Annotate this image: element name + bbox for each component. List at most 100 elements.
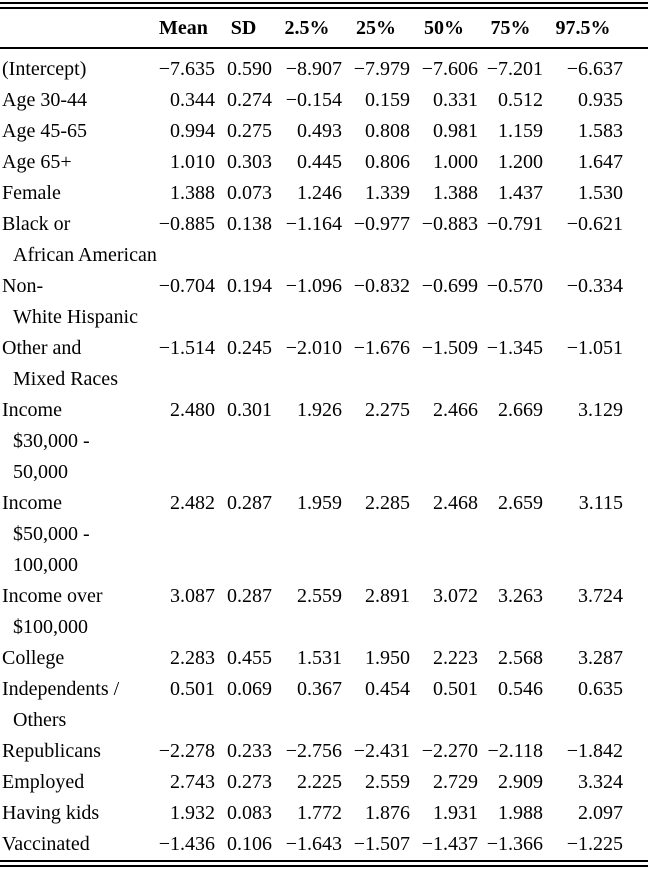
cell-50: −0.883 (421, 213, 478, 235)
cell-50: 2.729 (433, 771, 478, 793)
header-75: 75% (490, 17, 531, 39)
cell-25: −1.676 (353, 337, 410, 359)
cell-mean: −0.885 (158, 213, 215, 235)
cell-sd: 0.069 (227, 678, 272, 700)
cell-mean: −0.704 (158, 275, 215, 297)
row-label-line: $50,000 - (13, 523, 90, 545)
cell-97-5: 3.287 (578, 647, 623, 669)
table-body: (Intercept) −7.635 0.590 −8.907 −7.979 −7.606… (0, 48, 648, 864)
row-label: Income $50,000 - 100,000 (0, 488, 152, 581)
cell-2-5: 2.225 (297, 771, 342, 793)
row-label-line: Mixed Races (13, 368, 118, 390)
table-row: College 2.283 0.455 1.531 1.950 2.223 2.568 3.2… (0, 643, 648, 674)
cell-75: 1.437 (498, 182, 543, 204)
table-row: (Intercept) −7.635 0.590 −8.907 −7.979 −7.606… (0, 48, 648, 85)
cell-50: 2.466 (433, 399, 478, 421)
row-label: Age 45-65 (0, 116, 152, 147)
row-label-line: $100,000 (13, 616, 88, 638)
cell-mean: 1.010 (170, 151, 215, 173)
row-label-line: (Intercept) (2, 58, 87, 80)
table-row: Republicans −2.278 0.233 −2.756 −2.431 −2.270… (0, 736, 648, 767)
cell-75: −1.366 (486, 833, 543, 855)
row-label-line: Having kids (2, 802, 100, 824)
cell-75: 1.200 (498, 151, 543, 173)
cell-mean: −7.635 (158, 58, 215, 80)
header-sd: SD (230, 17, 257, 39)
cell-2-5: −1.164 (285, 213, 342, 235)
cell-97-5: 0.935 (578, 89, 623, 111)
row-label-line: Employed (2, 771, 85, 793)
table-row: Income $30,000 - 50,000 2.480 0.301 1.926 2.27… (0, 395, 648, 488)
cell-sd: 0.138 (227, 213, 272, 235)
row-label: Having kids (0, 798, 152, 829)
table-row: Female 1.388 0.073 1.246 1.339 1.388 1.437 1.53… (0, 178, 648, 209)
row-label-line: Republicans (2, 740, 101, 762)
cell-50: 0.501 (433, 678, 478, 700)
cell-2-5: 1.926 (297, 399, 342, 421)
table-row: Income over $100,000 3.087 0.287 2.559 2.891 3… (0, 581, 648, 643)
row-label-line: Age 30-44 (2, 89, 87, 111)
table-row: Age 45-65 0.994 0.275 0.493 0.808 0.981 1.159 1… (0, 116, 648, 147)
cell-50: −1.437 (421, 833, 478, 855)
cell-75: 2.669 (498, 399, 543, 421)
cell-50: 1.000 (433, 151, 478, 173)
table-row: Age 30-44 0.344 0.274 −0.154 0.159 0.331 0.512… (0, 85, 648, 116)
cell-sd: 0.194 (227, 275, 272, 297)
table-row: Other and Mixed Races −1.514 0.245 −2.010 −1.… (0, 333, 648, 395)
cell-sd: 0.275 (227, 120, 272, 142)
cell-2-5: 0.493 (297, 120, 342, 142)
cell-2-5: −2.756 (285, 740, 342, 762)
row-label-line: Independents / (2, 678, 120, 700)
row-label: Black or African American (0, 209, 157, 271)
cell-mean: 0.994 (170, 120, 215, 142)
cell-25: −0.832 (353, 275, 410, 297)
cell-97-5: 1.530 (578, 182, 623, 204)
cell-75: 2.909 (498, 771, 543, 793)
table-row: Age 65+ 1.010 0.303 0.445 0.806 1.000 1.200 1.6… (0, 147, 648, 178)
cell-sd: 0.287 (227, 585, 272, 607)
cell-2-5: 2.559 (297, 585, 342, 607)
cell-97-5: 3.129 (578, 399, 623, 421)
table-row: Independents / Others 0.501 0.069 0.367 0.454… (0, 674, 648, 736)
cell-50: 2.468 (433, 492, 478, 514)
cell-50: −7.606 (421, 58, 478, 80)
cell-97-5: −0.334 (566, 275, 623, 297)
cell-mean: 2.743 (170, 771, 215, 793)
row-label-line: Income (2, 399, 62, 421)
cell-75: 2.568 (498, 647, 543, 669)
cell-75: −2.118 (487, 740, 543, 762)
table-row: Having kids 1.932 0.083 1.772 1.876 1.931 1.98… (0, 798, 648, 829)
cell-mean: 2.283 (170, 647, 215, 669)
cell-50: 2.223 (433, 647, 478, 669)
cell-sd: 0.073 (227, 182, 272, 204)
header-row: Mean SD 2.5% 25% 50% 75% 97.5% (0, 6, 648, 48)
cell-sd: 0.274 (227, 89, 272, 111)
row-label-line: 50,000 (13, 461, 68, 483)
cell-mean: −1.514 (158, 337, 215, 359)
cell-25: −0.977 (353, 213, 410, 235)
header-2-5: 2.5% (284, 17, 330, 39)
cell-mean: 2.482 (170, 492, 215, 514)
cell-50: −1.509 (421, 337, 478, 359)
cell-97-5: 3.324 (578, 771, 623, 793)
cell-2-5: −1.643 (285, 833, 342, 855)
cell-25: 0.159 (365, 89, 410, 111)
cell-sd: 0.245 (227, 337, 272, 359)
row-label: College (0, 643, 152, 674)
row-label-line: Others (13, 709, 67, 731)
cell-2-5: 1.959 (297, 492, 342, 514)
cell-sd: 0.287 (227, 492, 272, 514)
cell-75: −7.201 (486, 58, 543, 80)
cell-2-5: 1.531 (297, 647, 342, 669)
cell-75: 1.159 (498, 120, 543, 142)
table-row: Vaccinated −1.436 0.106 −1.643 −1.507 −1.437−… (0, 829, 648, 864)
header-50: 50% (424, 17, 464, 39)
cell-25: −2.431 (353, 740, 410, 762)
row-label-line: African American (13, 244, 157, 266)
cell-75: 1.988 (498, 802, 543, 824)
table-row: Employed 2.743 0.273 2.225 2.559 2.729 2.909 3.… (0, 767, 648, 798)
cell-97-5: −1.051 (566, 337, 623, 359)
cell-75: 3.263 (498, 585, 543, 607)
cell-2-5: −8.907 (285, 58, 342, 80)
row-label-line: Age 65+ (2, 151, 72, 173)
